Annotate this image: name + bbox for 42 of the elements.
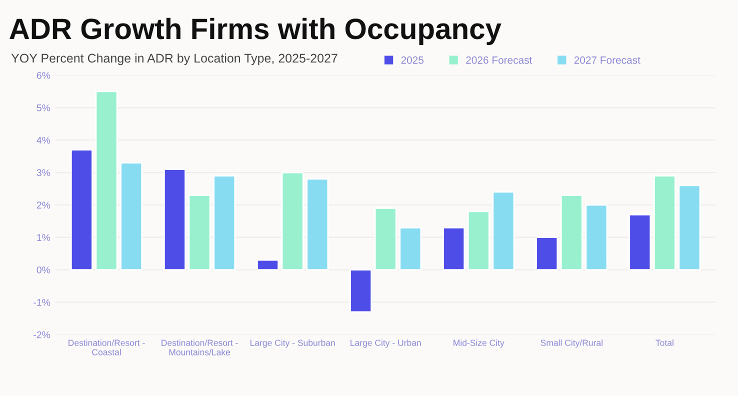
x-tick-label: Small City/Rural bbox=[540, 339, 602, 348]
bar bbox=[256, 259, 280, 270]
chart-title: ADR Growth Firms with Occupancy bbox=[10, 18, 502, 46]
bar bbox=[678, 184, 701, 270]
legend-label: 2026 Forecast bbox=[466, 56, 532, 64]
x-tick-label: Destination/Resort - Mountains/Lake bbox=[162, 339, 238, 356]
y-tick-label: 1% bbox=[37, 234, 50, 241]
chart-subtitle: YOY Percent Change in ADR by Location Type, 2025-2027 bbox=[11, 53, 338, 66]
bar bbox=[560, 194, 583, 270]
bar bbox=[399, 226, 422, 270]
bar bbox=[442, 226, 466, 270]
x-tick-label: Large City - Suburban bbox=[250, 339, 335, 348]
y-tick-label: 2% bbox=[36, 202, 50, 209]
bar bbox=[536, 236, 558, 270]
x-tick-label: Total bbox=[656, 339, 674, 346]
y-tick-label: 3% bbox=[36, 169, 50, 176]
bar bbox=[95, 90, 118, 270]
bar bbox=[164, 168, 186, 270]
x-tick-label: Large City - Urban bbox=[350, 339, 421, 348]
bar bbox=[585, 204, 608, 270]
legend-label: 2025 bbox=[401, 56, 424, 64]
legend-label: 2027 Forecast bbox=[574, 56, 640, 64]
bar bbox=[306, 178, 329, 270]
y-tick-label: -1% bbox=[34, 298, 50, 306]
bar bbox=[374, 207, 397, 270]
x-tick-label: Destination/Resort - Coastal bbox=[68, 339, 145, 356]
bar bbox=[188, 194, 211, 270]
y-tick-label: 6% bbox=[36, 72, 50, 79]
bar bbox=[492, 191, 515, 270]
y-tick-label: 4% bbox=[36, 136, 50, 144]
x-tick-label: Mid-Size City bbox=[454, 339, 504, 348]
y-tick-label: 5% bbox=[36, 104, 50, 112]
bar bbox=[281, 172, 304, 270]
bar bbox=[70, 149, 93, 270]
bar bbox=[653, 175, 676, 270]
bar bbox=[467, 210, 490, 270]
y-tick-label: 0% bbox=[36, 266, 50, 274]
y-tick-label: -2% bbox=[34, 331, 50, 338]
bar bbox=[350, 269, 372, 313]
bar bbox=[120, 162, 143, 270]
bar bbox=[213, 175, 236, 270]
bar bbox=[628, 214, 652, 270]
